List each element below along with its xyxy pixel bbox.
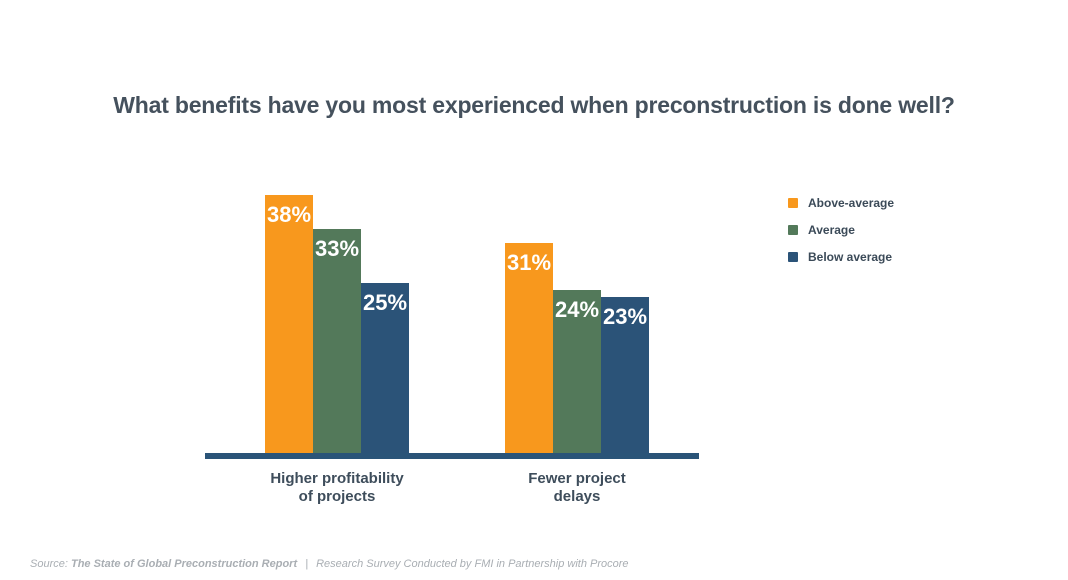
legend: Above-average Average Below average xyxy=(788,196,894,277)
legend-label: Below average xyxy=(808,250,893,264)
bar: 23% xyxy=(601,297,649,453)
bar-value-label: 33% xyxy=(314,236,360,261)
legend-swatch xyxy=(788,225,798,235)
source-report-name: The State of Global Preconstruction Repo… xyxy=(70,558,298,570)
source-line: Source: The State of Global Preconstruct… xyxy=(30,558,629,570)
legend-swatch xyxy=(788,252,798,262)
source-prefix: Source: xyxy=(30,558,68,570)
legend-label: Average xyxy=(808,223,855,237)
source-separator: | xyxy=(305,558,309,570)
bar-value-label: 31% xyxy=(506,250,552,275)
legend-item: Below average xyxy=(788,250,894,264)
source-suffix: Research Survey Conducted by FMI in Part… xyxy=(316,558,629,570)
bar-value-label: 23% xyxy=(602,304,648,329)
chart-title: What benefits have you most experienced … xyxy=(113,92,955,118)
bar: 24% xyxy=(553,290,601,453)
bar-value-label: 38% xyxy=(266,202,312,227)
bar: 31% xyxy=(505,243,553,453)
category-label: Fewer project delays xyxy=(528,470,626,505)
legend-swatch xyxy=(788,198,798,208)
legend-item: Above-average xyxy=(788,196,894,210)
bar-value-label: 25% xyxy=(362,290,408,315)
x-axis-line xyxy=(205,453,699,459)
category-label: Higher profitability of projects xyxy=(270,470,404,505)
legend-label: Above-average xyxy=(808,196,895,210)
bar: 33% xyxy=(313,229,361,453)
bar-value-label: 24% xyxy=(554,297,600,322)
legend-item: Average xyxy=(788,223,894,237)
bar: 38% xyxy=(265,195,313,453)
bar: 25% xyxy=(361,283,409,453)
